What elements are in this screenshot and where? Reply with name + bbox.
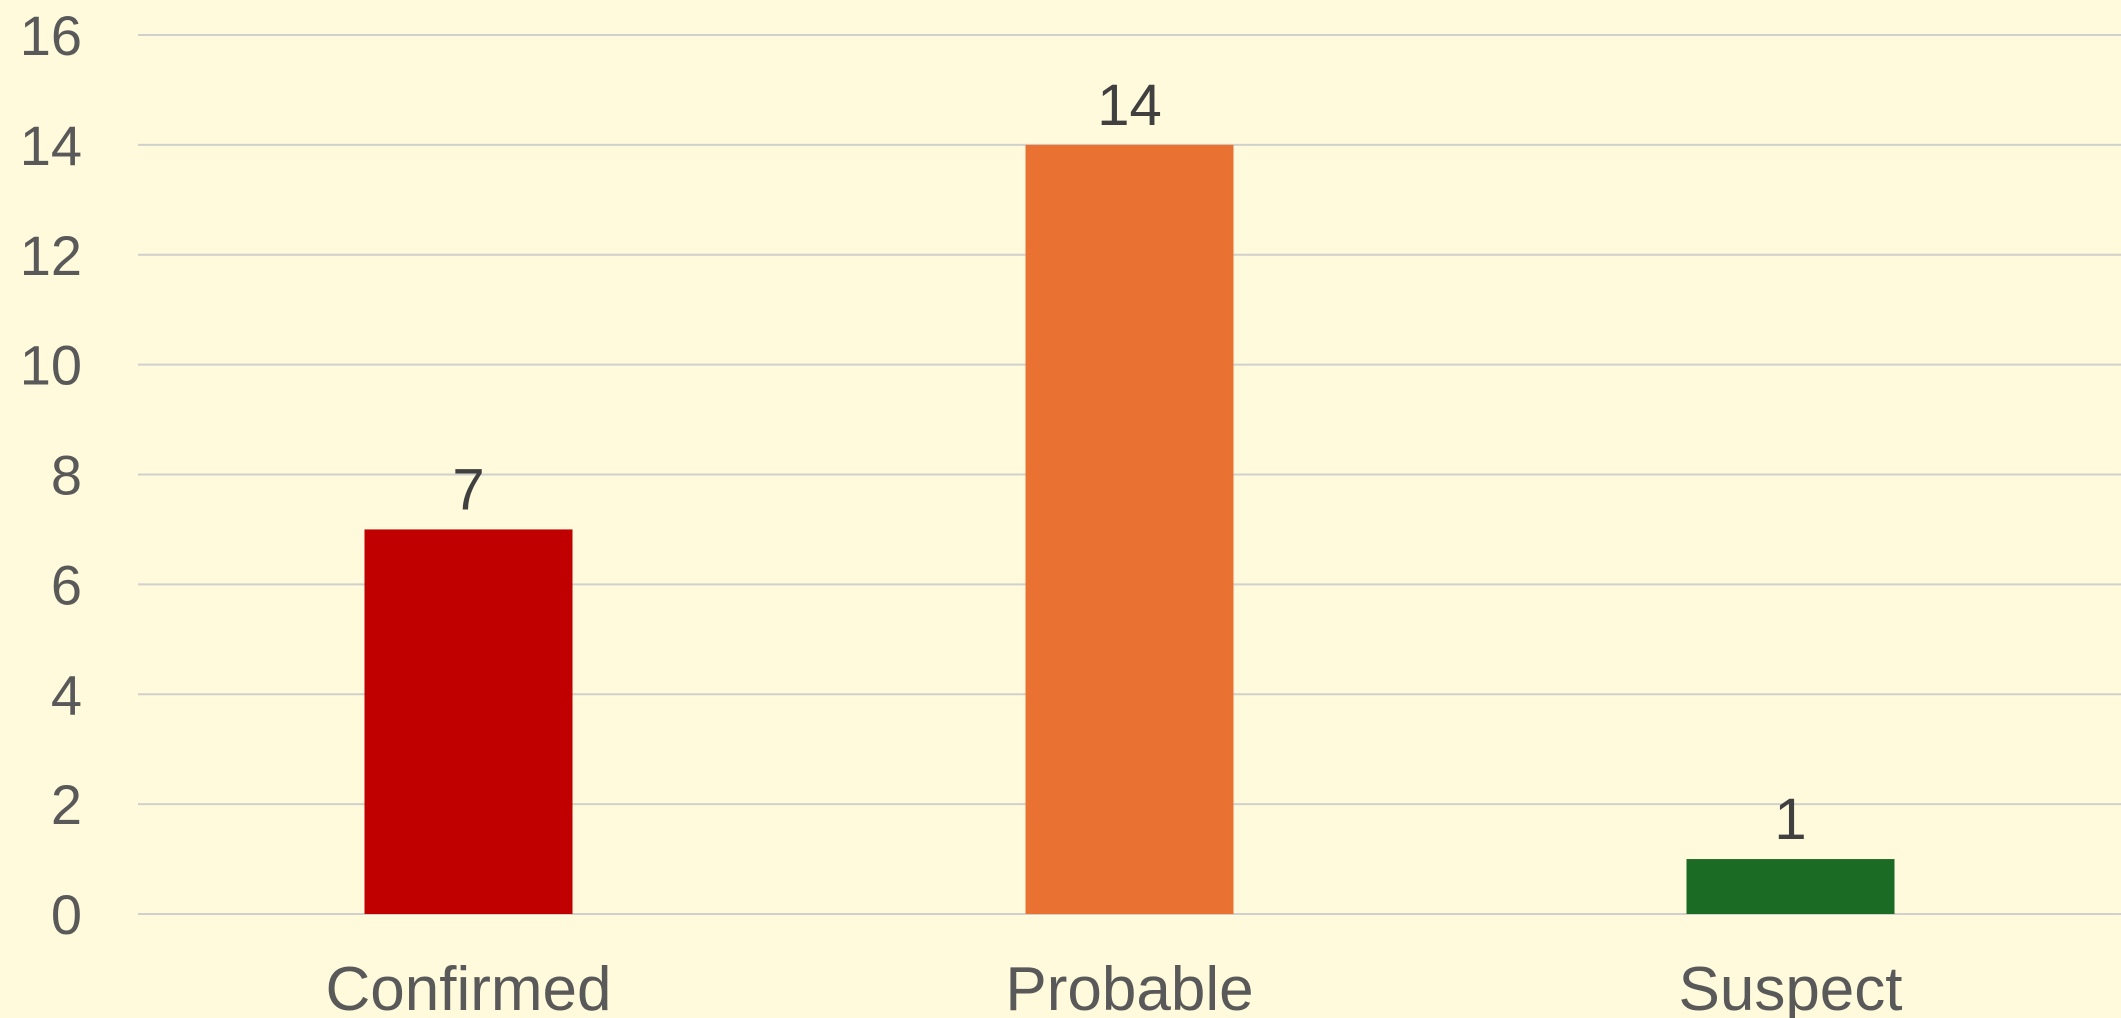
bar-suspect [1686, 859, 1895, 914]
bar-confirmed [364, 529, 573, 914]
data-labels: 7 14 1 [452, 73, 1806, 852]
y-tick-label: 0 [51, 883, 82, 946]
bars [364, 144, 1895, 914]
x-tick-label: Confirmed [326, 955, 612, 1018]
x-axis-ticks: Confirmed Probable Suspect [326, 955, 1903, 1018]
y-tick-label: 6 [51, 553, 82, 616]
bar-probable [1025, 144, 1234, 914]
y-tick-label: 8 [51, 444, 82, 507]
y-tick-label: 14 [20, 114, 82, 177]
x-tick-label: Suspect [1678, 955, 1902, 1018]
y-tick-label: 16 [20, 4, 82, 67]
x-tick-label: Probable [1005, 955, 1253, 1018]
y-tick-label: 12 [20, 224, 82, 287]
data-label: 1 [1774, 787, 1806, 852]
data-label: 7 [452, 457, 484, 522]
y-axis-ticks: 0 2 4 6 8 10 12 14 16 [20, 4, 82, 946]
y-tick-label: 2 [51, 773, 82, 836]
data-label: 14 [1097, 73, 1162, 138]
y-tick-label: 10 [20, 334, 82, 397]
y-tick-label: 4 [51, 663, 82, 726]
